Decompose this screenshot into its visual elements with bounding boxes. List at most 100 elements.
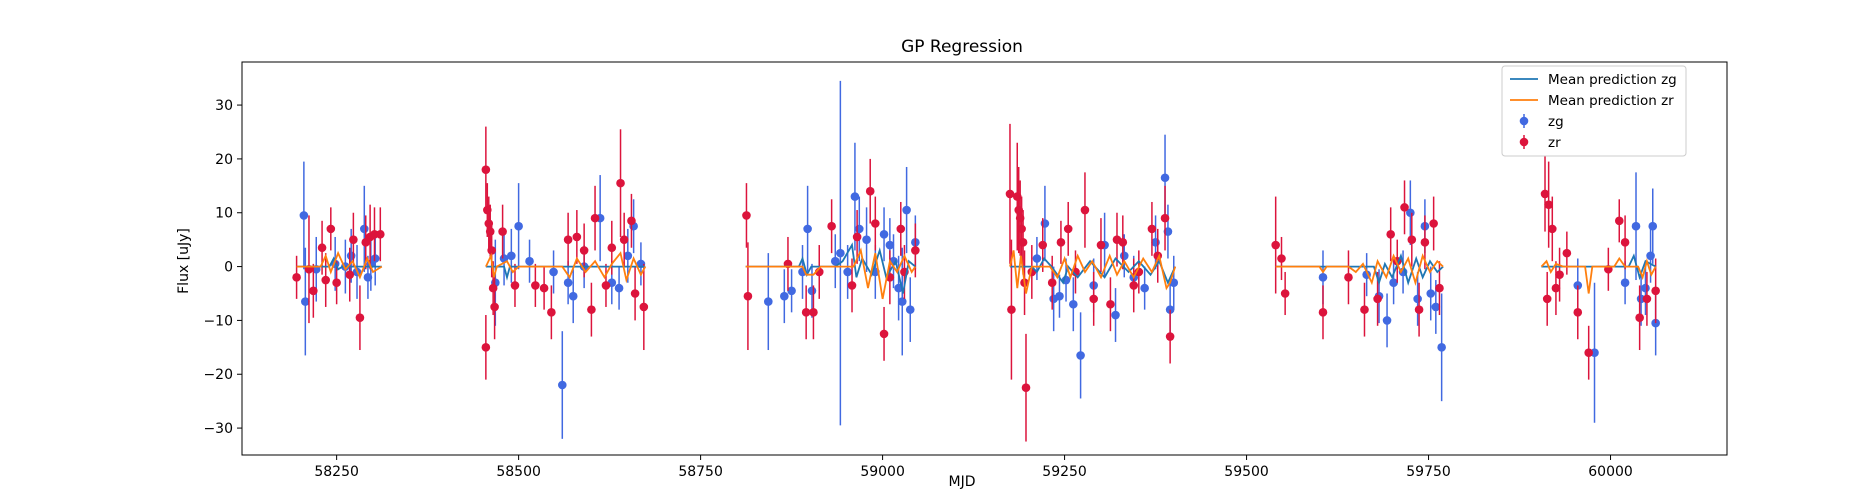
chart-title: GP Regression bbox=[901, 37, 1023, 57]
zr-point bbox=[1344, 273, 1353, 282]
zr-point bbox=[607, 243, 617, 253]
zr-point bbox=[1414, 305, 1424, 314]
zr-point bbox=[1540, 189, 1550, 199]
zr-point bbox=[1635, 313, 1644, 323]
zg-point bbox=[1163, 227, 1173, 236]
zg-point bbox=[1055, 291, 1064, 301]
zg-point bbox=[507, 251, 516, 261]
zr-point bbox=[1271, 240, 1280, 250]
zr-point bbox=[1047, 278, 1057, 288]
zg-point bbox=[1413, 294, 1422, 304]
zr-point bbox=[1373, 294, 1382, 304]
zg-point bbox=[807, 286, 817, 296]
zr-point bbox=[743, 291, 753, 301]
zg-point bbox=[1040, 219, 1050, 228]
zg-point bbox=[787, 286, 796, 296]
zg-point bbox=[1631, 221, 1641, 231]
zg-point bbox=[1032, 254, 1042, 263]
zr-point bbox=[1407, 235, 1417, 244]
zr-point bbox=[865, 186, 875, 196]
zg-point bbox=[568, 291, 578, 301]
zr-point bbox=[1147, 224, 1157, 234]
mean-prediction-line bbox=[1275, 253, 1444, 286]
y-tick-label: −10 bbox=[203, 313, 233, 329]
zr-point bbox=[1089, 294, 1098, 304]
zr-point bbox=[349, 235, 358, 244]
zr-point bbox=[801, 308, 811, 317]
y-tick-label: 20 bbox=[215, 152, 233, 168]
zr-point bbox=[485, 227, 495, 236]
zr-point bbox=[309, 286, 318, 296]
zr-point bbox=[1620, 238, 1630, 247]
zr-point bbox=[1160, 213, 1170, 223]
legend-label: zg bbox=[1548, 114, 1564, 130]
zr-point bbox=[639, 302, 649, 312]
zr-point bbox=[376, 229, 385, 239]
x-tick-label: 60000 bbox=[1588, 464, 1633, 480]
zr-point bbox=[1096, 240, 1106, 250]
zr-point bbox=[1551, 283, 1561, 293]
zg-point bbox=[563, 278, 573, 288]
zr-point bbox=[1318, 308, 1328, 317]
zg-point bbox=[854, 224, 864, 234]
legend-label: Mean prediction zg bbox=[1548, 72, 1677, 88]
zr-point bbox=[896, 224, 906, 234]
zg-point bbox=[299, 211, 309, 220]
zr-point bbox=[481, 343, 491, 352]
zg-point bbox=[1646, 251, 1655, 261]
zg-point bbox=[623, 251, 633, 261]
zr-point bbox=[1129, 281, 1139, 290]
zg-point bbox=[1651, 318, 1660, 328]
zr-point bbox=[852, 232, 862, 242]
mean-prediction-line bbox=[296, 250, 383, 280]
legend-label: zr bbox=[1548, 135, 1561, 151]
zg-point bbox=[1069, 299, 1078, 309]
zr-point bbox=[1063, 224, 1073, 234]
mean-prediction-line bbox=[745, 247, 917, 300]
zg-point bbox=[885, 240, 895, 250]
y-tick-label: 10 bbox=[215, 206, 233, 222]
zg-point bbox=[1111, 310, 1120, 320]
zr-point bbox=[742, 211, 751, 220]
zg-point bbox=[1431, 302, 1441, 312]
zr-point bbox=[326, 224, 336, 234]
zg-point bbox=[549, 267, 558, 277]
zr-point bbox=[539, 283, 549, 293]
zg-point bbox=[1076, 351, 1085, 360]
zr-point bbox=[616, 178, 625, 188]
zr-point bbox=[487, 246, 496, 255]
zg-point bbox=[764, 297, 773, 306]
zg-point bbox=[557, 380, 567, 390]
zg-point bbox=[525, 256, 534, 266]
zg-point bbox=[1620, 278, 1630, 288]
zg-point bbox=[803, 224, 812, 234]
zr-point bbox=[627, 216, 636, 226]
zr-point bbox=[563, 235, 573, 244]
zg-point bbox=[836, 248, 845, 258]
x-tick-label: 59750 bbox=[1406, 464, 1451, 480]
zg-point bbox=[879, 229, 889, 239]
zr-point bbox=[1400, 203, 1409, 212]
zr-point bbox=[1642, 294, 1652, 304]
zr-point bbox=[587, 305, 596, 314]
zg-point bbox=[902, 205, 911, 215]
zr-point bbox=[1056, 238, 1066, 247]
zg-point bbox=[346, 251, 356, 261]
x-tick-label: 59500 bbox=[1224, 464, 1269, 480]
zg-point bbox=[1318, 273, 1328, 282]
x-tick-label: 59000 bbox=[860, 464, 905, 480]
zg-point bbox=[359, 224, 369, 234]
zg-point bbox=[780, 291, 789, 301]
zg-point bbox=[1437, 343, 1446, 352]
zg-point bbox=[1389, 278, 1398, 288]
zr-point bbox=[1555, 270, 1564, 279]
zg-point bbox=[862, 235, 871, 244]
zr-point bbox=[619, 235, 629, 244]
zr-point bbox=[572, 232, 582, 242]
data-marks bbox=[292, 80, 1660, 442]
zr-point bbox=[1021, 383, 1031, 393]
y-tick-label: 30 bbox=[215, 98, 233, 114]
y-tick-label: 0 bbox=[224, 260, 233, 276]
zr-point bbox=[481, 165, 491, 174]
